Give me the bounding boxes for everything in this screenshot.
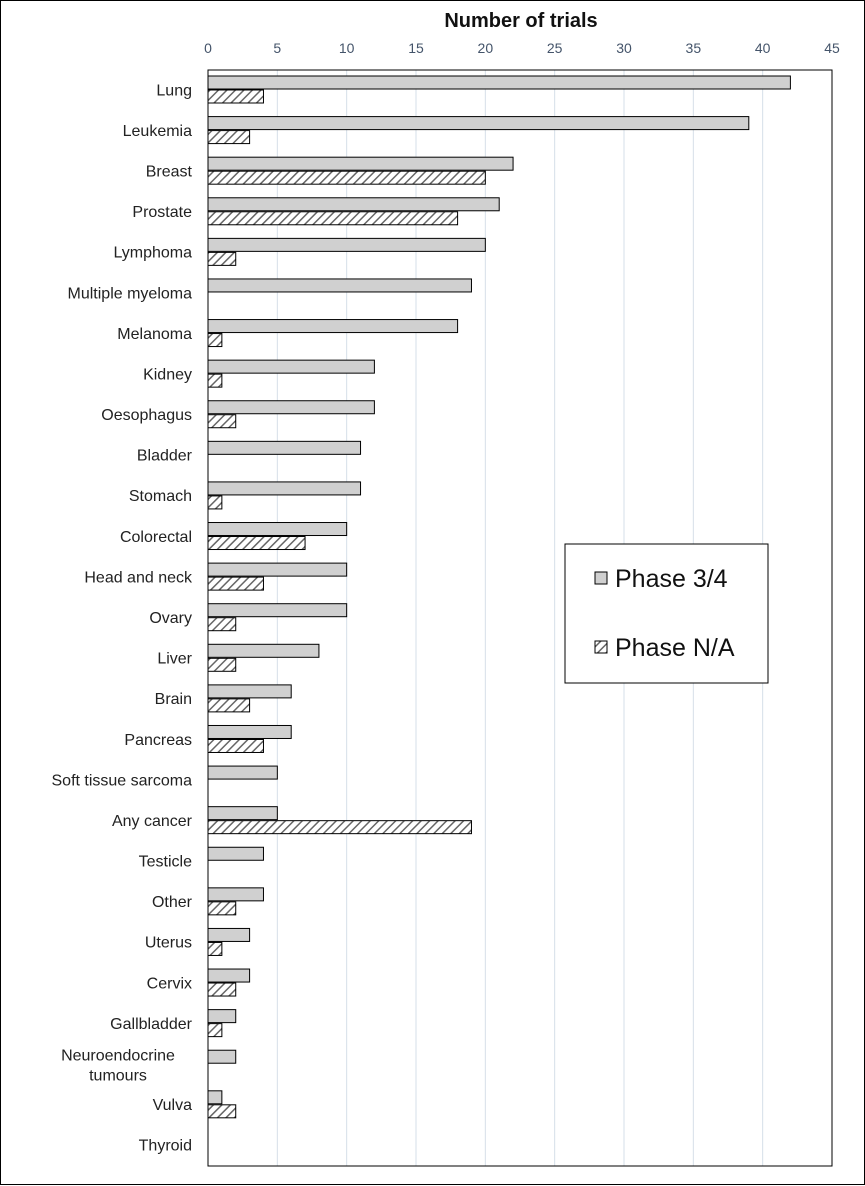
legend-label: Phase 3/4	[615, 565, 728, 593]
bar-phase-na	[207, 738, 264, 753]
bar-phase-3-4	[207, 522, 348, 537]
bar-phase-3-4	[207, 481, 362, 496]
category-label: Any cancer	[112, 813, 193, 830]
category-label: Kidney	[143, 366, 192, 383]
category-label: Uterus	[145, 935, 192, 952]
bar-phase-3-4	[207, 562, 348, 577]
bar-phase-na	[207, 251, 237, 266]
bar-phase-3-4	[207, 603, 348, 618]
bar-phase-3-4	[207, 116, 750, 131]
bar-phase-na	[207, 941, 223, 956]
bar-phase-3-4	[207, 359, 375, 374]
bar-phase-3-4	[207, 927, 251, 942]
bar-phase-na	[207, 617, 237, 632]
x-tick-label: 5	[273, 40, 281, 56]
bar-phase-3-4	[207, 440, 362, 455]
bar-phase-3-4	[207, 75, 791, 90]
x-tick-label: 45	[824, 40, 840, 56]
bars	[207, 75, 791, 1119]
category-label: Soft tissue sarcoma	[52, 772, 193, 789]
bar-phase-3-4	[207, 237, 486, 252]
chart-title: Number of trials	[444, 10, 597, 32]
bar-phase-3-4	[207, 1049, 237, 1064]
x-tick-label: 25	[547, 40, 563, 56]
bar-phase-na	[207, 1104, 237, 1119]
category-label: Prostate	[132, 204, 192, 221]
bar-phase-3-4	[207, 319, 459, 334]
bar-phase-3-4	[207, 765, 278, 780]
bar-phase-na	[207, 495, 223, 510]
bar-phase-na	[207, 333, 223, 348]
bar-phase-3-4	[207, 197, 500, 212]
bar-phase-na	[207, 982, 237, 997]
category-label: Liver	[157, 651, 192, 668]
x-tick-label: 0	[204, 40, 212, 56]
x-tick-label: 40	[755, 40, 771, 56]
category-label: Lung	[156, 82, 192, 99]
category-label: Leukemia	[123, 123, 192, 140]
bar-phase-na	[207, 820, 472, 835]
bar-phase-na	[207, 657, 237, 672]
category-label: Bladder	[137, 448, 193, 465]
category-labels: Lung Leukemia Breast Prostate Lymphoma Multip…	[52, 82, 193, 1154]
category-label: Other	[152, 894, 193, 911]
x-tick-label: 20	[478, 40, 494, 56]
x-tick-label: 30	[616, 40, 632, 56]
category-label: Stomach	[129, 488, 192, 505]
bar-phase-na	[207, 89, 264, 104]
bar-phase-3-4	[207, 278, 472, 293]
bar-phase-na	[207, 1023, 223, 1038]
bar-phase-3-4	[207, 643, 320, 658]
bar-phase-3-4	[207, 846, 264, 861]
category-label: Vulva	[153, 1097, 193, 1114]
category-label: Cervix	[147, 975, 192, 992]
bar-phase-3-4	[207, 1009, 237, 1024]
category-label: Colorectal	[120, 529, 192, 546]
category-label: Gallbladder	[110, 1016, 193, 1033]
category-label-line: tumours	[89, 1068, 147, 1085]
bar-phase-na	[207, 373, 223, 388]
category-label: Thyroid	[139, 1138, 192, 1155]
bar-phase-na	[207, 698, 251, 713]
bar-phase-na	[207, 536, 306, 551]
bar-phase-na	[207, 170, 486, 185]
bar-phase-na	[207, 130, 251, 145]
bar-phase-3-4	[207, 684, 292, 699]
category-label: Melanoma	[117, 326, 192, 343]
bar-phase-3-4	[207, 968, 251, 983]
category-label: Testicle	[139, 854, 192, 871]
bar-phase-3-4	[207, 887, 264, 902]
legend-label: Phase N/A	[615, 634, 735, 662]
legend-box	[564, 543, 769, 684]
bar-phase-3-4	[207, 1090, 223, 1105]
legend-swatch	[594, 571, 608, 585]
bar-phase-na	[207, 901, 237, 916]
category-label: Lymphoma	[113, 245, 192, 262]
category-label: Brain	[155, 691, 192, 708]
bar-phase-na	[207, 576, 264, 591]
category-label: Neuroendocrine tumours	[61, 1048, 175, 1085]
legend-swatch	[594, 640, 608, 654]
bar-phase-na	[207, 414, 237, 429]
category-label: Oesophagus	[101, 407, 192, 424]
plot-area	[207, 69, 833, 1167]
x-tick-label: 10	[339, 40, 355, 56]
x-axis-ticks: 0 5 10 15 20 25 30 35 40 45	[204, 40, 840, 56]
bar-phase-3-4	[207, 400, 375, 415]
bar-phase-3-4	[207, 806, 278, 821]
category-label: Ovary	[149, 610, 192, 627]
bar-phase-na	[207, 211, 459, 226]
category-label: Head and neck	[84, 569, 193, 586]
bar-phase-3-4	[207, 156, 514, 171]
x-tick-label: 35	[686, 40, 702, 56]
category-label: Breast	[146, 163, 193, 180]
category-label: Multiple myeloma	[68, 285, 193, 302]
x-tick-label: 15	[408, 40, 424, 56]
category-label-line: Neuroendocrine	[61, 1048, 175, 1065]
legend: Phase 3/4 Phase N/A	[564, 543, 769, 684]
category-label: Pancreas	[124, 732, 192, 749]
bar-phase-3-4	[207, 724, 292, 739]
